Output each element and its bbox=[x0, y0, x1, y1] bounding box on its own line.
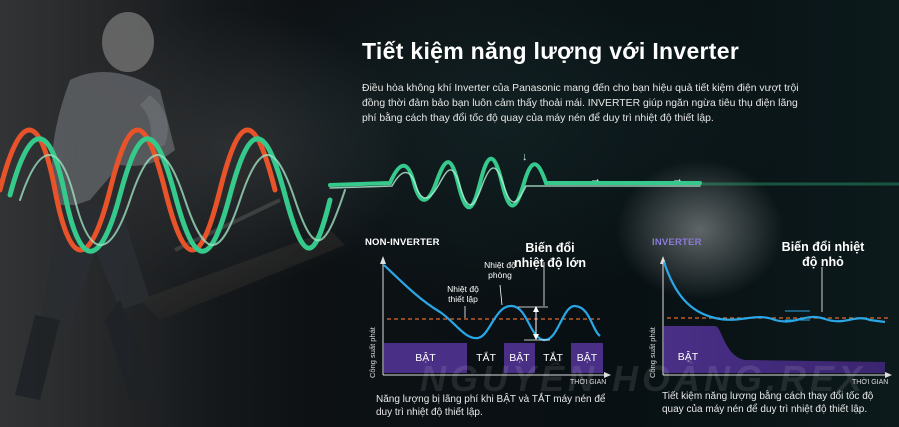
inverter-variation-note: Biến đổi nhiệt độ nhỏ bbox=[781, 240, 865, 269]
svg-text:↓: ↓ bbox=[522, 151, 528, 163]
inverter-chart bbox=[660, 256, 892, 378]
state-on-3: BẬT bbox=[576, 352, 598, 364]
set-temp-label: Nhiệt độ thiết lập bbox=[447, 284, 479, 304]
state-on-1: BẬT bbox=[415, 352, 436, 364]
room-temp-label: Nhiệt độ phòng bbox=[484, 260, 516, 280]
non-inverter-heading: NON-INVERTER bbox=[365, 237, 440, 248]
inverter-state-on: BẬT bbox=[677, 351, 699, 363]
non-inverter-x-axis-label: THỜI GIAN bbox=[570, 379, 607, 386]
watermark: NGUYỄN HOÀNG.REX bbox=[420, 358, 867, 399]
state-on-2: BẬT bbox=[509, 352, 530, 364]
page-title: Tiết kiệm năng lượng với Inverter bbox=[362, 38, 740, 64]
energy-waves-middle bbox=[328, 156, 899, 210]
non-inverter-chart bbox=[380, 256, 611, 378]
inverter-heading: INVERTER bbox=[652, 237, 702, 248]
svg-text:→: → bbox=[590, 173, 601, 185]
non-inverter-y-axis-label: Công suất phát bbox=[368, 327, 377, 378]
inverter-caption: Tiết kiệm năng lượng bằng cách thay đổi … bbox=[662, 391, 874, 415]
svg-text:→: → bbox=[672, 173, 683, 185]
non-inverter-variation-note: Biến đổi nhiệt độ lớn bbox=[513, 241, 587, 270]
runner-silhouette bbox=[15, 12, 175, 400]
state-off-2: TẮT bbox=[543, 352, 563, 364]
state-off-1: TẮT bbox=[476, 352, 496, 364]
energy-waves-left bbox=[0, 127, 346, 254]
inverter-x-axis-label: THỜI GIAN bbox=[852, 379, 889, 386]
flow-arrows: ↓ → → bbox=[522, 151, 683, 185]
intro-paragraph: Điều hòa không khí Inverter của Panasoni… bbox=[362, 83, 799, 124]
non-inverter-caption: Năng lượng bị lãng phí khi BẬT và TẮT má… bbox=[376, 394, 606, 418]
